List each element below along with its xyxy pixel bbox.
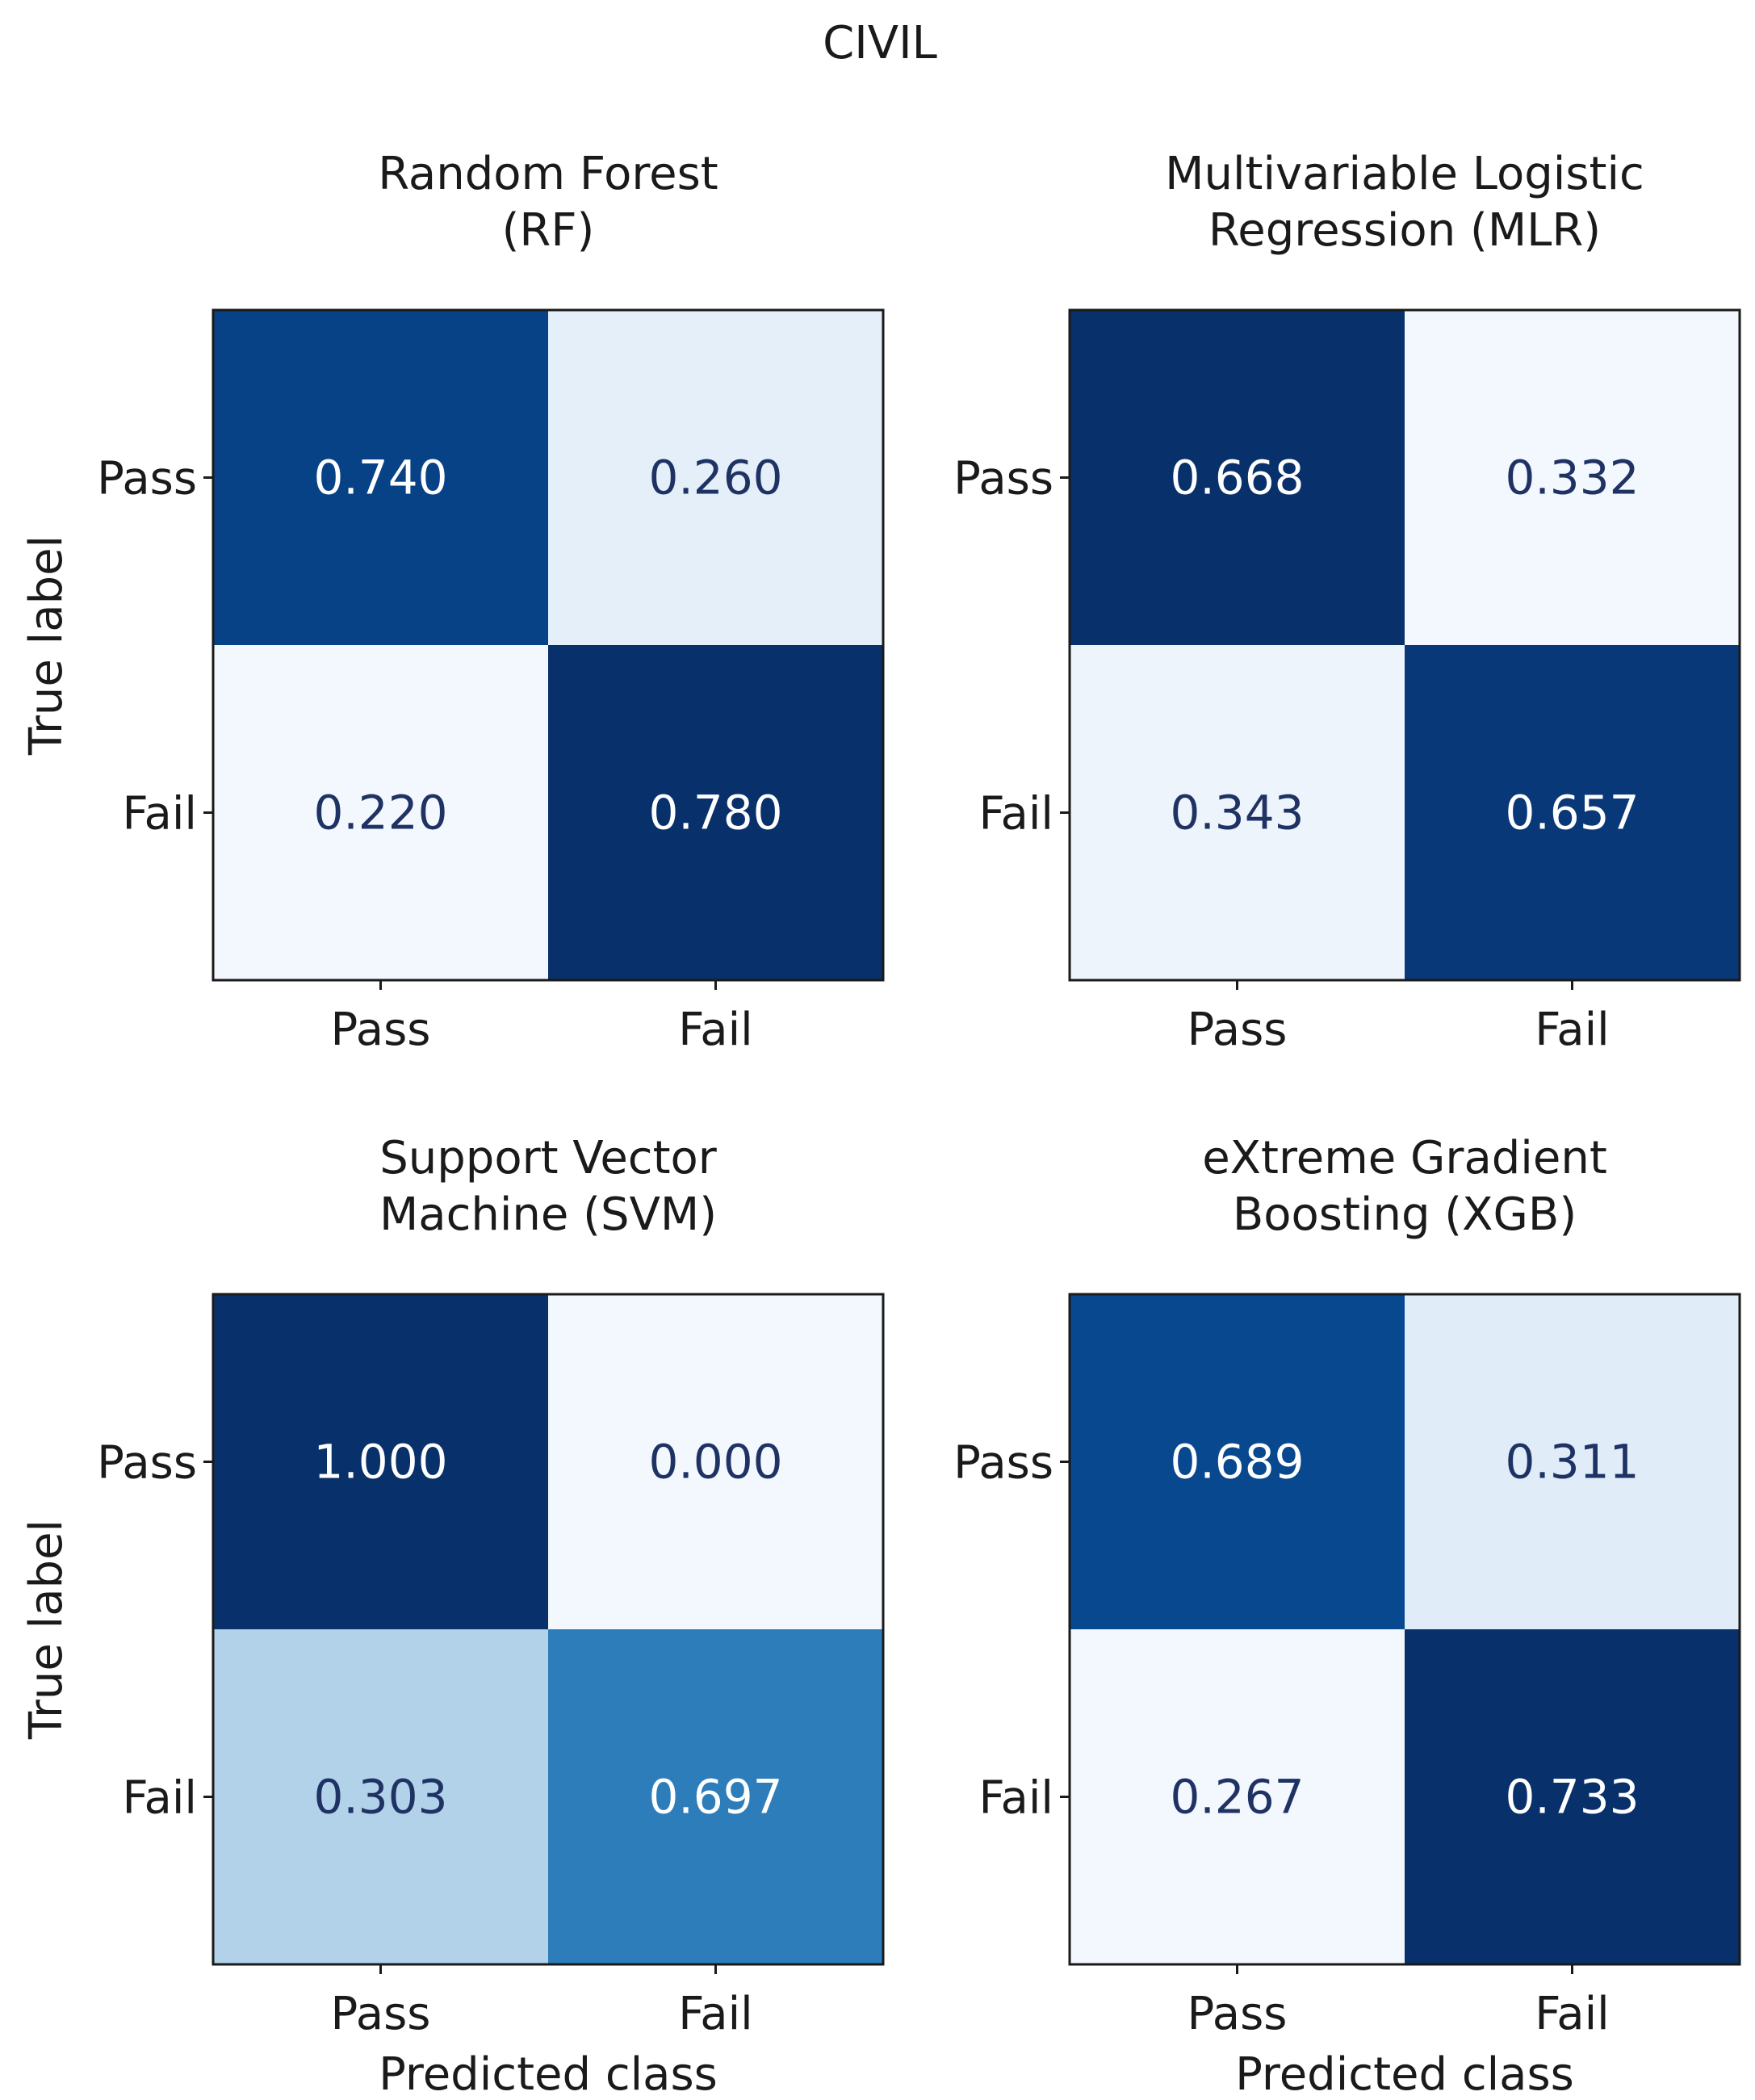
- x-tick-label: Pass: [1187, 1988, 1288, 2040]
- cell-value-label: 0.740: [313, 451, 447, 505]
- x-tick-label: Fail: [678, 1988, 753, 2040]
- matrix-cell: [213, 645, 548, 980]
- panel-title: Multivariable Logistic: [1165, 148, 1644, 200]
- panel-title: Support Vector: [379, 1132, 718, 1184]
- cell-value-label: 0.343: [1170, 786, 1304, 840]
- x-axis-label: Predicted class: [1235, 2048, 1574, 2100]
- x-axis-label: Predicted class: [379, 2048, 718, 2100]
- confusion-matrix-panel: Random Forest(RF) 0.740 0.260 0.220 0.780 Pas…: [20, 148, 885, 1056]
- x-tick-label: Fail: [1535, 1988, 1610, 2040]
- y-tick-label: Fail: [122, 1772, 197, 1825]
- cell-value-label: 0.303: [313, 1770, 447, 1825]
- cell-value-label: 0.311: [1505, 1435, 1639, 1490]
- matrix-frame: [212, 308, 885, 982]
- matrix-cell: [548, 1629, 883, 1964]
- cell-value-label: 0.780: [648, 786, 782, 840]
- figure-title: CIVIL: [823, 17, 937, 69]
- panel-title: (RF): [502, 204, 595, 257]
- matrix-cell: [1070, 1294, 1405, 1629]
- matrix-cell: [1405, 645, 1740, 980]
- x-tick-label: Fail: [1535, 1004, 1610, 1056]
- matrix-cell: [548, 645, 883, 980]
- x-tick-label: Fail: [678, 1004, 753, 1056]
- y-tick-label: Pass: [953, 453, 1053, 505]
- cell-value-label: 0.260: [648, 451, 782, 505]
- cell-value-label: 0.267: [1170, 1770, 1304, 1825]
- y-tick-label: Pass: [97, 1437, 197, 1490]
- y-axis-label: True label: [20, 535, 73, 756]
- cell-value-label: 1.000: [313, 1435, 447, 1490]
- y-tick-label: Fail: [978, 1772, 1053, 1825]
- cell-value-label: 0.332: [1505, 451, 1639, 505]
- cell-value-label: 0.657: [1505, 786, 1639, 840]
- matrix-cell: [1405, 1294, 1740, 1629]
- panel-title: Boosting (XGB): [1233, 1188, 1577, 1241]
- cell-value-label: 0.220: [313, 786, 447, 840]
- matrix-cell: [548, 1294, 883, 1629]
- matrix-cell: [1405, 1629, 1740, 1964]
- matrix-cell: [213, 1294, 548, 1629]
- y-tick-label: Pass: [953, 1437, 1053, 1490]
- matrix-frame: [212, 1293, 885, 1966]
- matrix-cell: [1070, 1629, 1405, 1964]
- y-tick-label: Fail: [978, 788, 1053, 840]
- x-tick-label: Pass: [1187, 1004, 1288, 1056]
- panel-title: Machine (SVM): [379, 1188, 717, 1241]
- panel-title: Regression (MLR): [1208, 204, 1601, 257]
- matrix-cell: [1070, 310, 1405, 645]
- matrix-cell: [1070, 645, 1405, 980]
- matrix-cell: [213, 310, 548, 645]
- matrix-cell: [213, 1629, 548, 1964]
- x-tick-label: Pass: [331, 1004, 431, 1056]
- panel-title: Random Forest: [378, 148, 718, 200]
- cell-value-label: 0.689: [1170, 1435, 1304, 1490]
- y-tick-label: Pass: [97, 453, 197, 505]
- panel-title: eXtreme Gradient: [1202, 1132, 1607, 1184]
- panels: Random Forest(RF) 0.740 0.260 0.220 0.780 Pas…: [20, 148, 1741, 2100]
- matrix-cell: [1405, 310, 1740, 645]
- matrix-cell: [548, 310, 883, 645]
- x-tick-label: Pass: [331, 1988, 431, 2040]
- y-tick-label: Fail: [122, 788, 197, 840]
- matrix-frame: [1068, 1293, 1741, 1966]
- cell-value-label: 0.668: [1170, 451, 1304, 505]
- y-axis-label: True label: [20, 1519, 73, 1740]
- cell-value-label: 0.733: [1505, 1770, 1639, 1825]
- matrix-frame: [1068, 308, 1741, 982]
- cell-value-label: 0.697: [648, 1770, 782, 1825]
- cell-value-label: 0.000: [648, 1435, 782, 1490]
